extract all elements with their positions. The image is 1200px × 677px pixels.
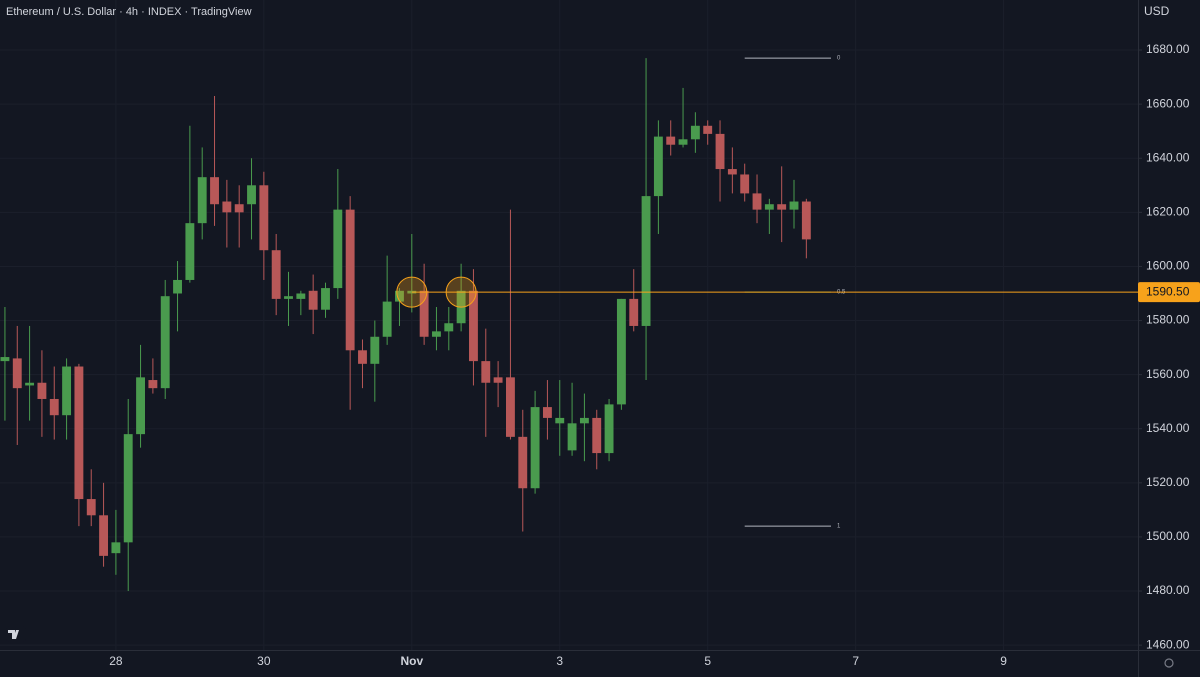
y-tick-label: 1620.00 xyxy=(1146,205,1190,219)
candle-body xyxy=(715,133,725,170)
candle-body xyxy=(259,185,269,251)
candle-body xyxy=(37,382,47,399)
marker xyxy=(445,276,477,308)
tv-logo xyxy=(6,626,26,642)
candle-body xyxy=(321,288,330,310)
candle-body xyxy=(604,404,614,454)
y-tick-label: 1560.00 xyxy=(1146,367,1190,381)
price-label-box xyxy=(1138,282,1200,303)
candle-body xyxy=(284,296,293,299)
plot xyxy=(0,58,811,592)
settings-icon[interactable] xyxy=(1164,658,1174,668)
y-tick-label: 1600.00 xyxy=(1146,259,1190,273)
candle-body xyxy=(567,423,577,451)
y-tick-label: 1680.00 xyxy=(1146,42,1190,56)
candle-body xyxy=(111,542,121,554)
chart-title: Ethereum / U.S. Dollar · 4h · INDEX · Tr… xyxy=(6,6,252,18)
candle-body xyxy=(99,515,109,556)
candle-body xyxy=(727,169,737,175)
candle-body xyxy=(740,174,750,194)
candle-body xyxy=(308,290,318,310)
candle-body xyxy=(210,177,219,205)
candle-body xyxy=(25,382,35,386)
candle-body xyxy=(678,139,688,145)
x-tick-label: 7 xyxy=(852,654,859,668)
candle-body xyxy=(247,185,256,205)
candle-body xyxy=(370,336,380,364)
candle-body xyxy=(703,125,713,134)
candle-body xyxy=(160,296,170,389)
candle-body xyxy=(690,125,700,140)
candle-body xyxy=(469,290,478,362)
marker xyxy=(396,276,428,308)
candle-body xyxy=(333,209,343,289)
fib-label: 1 xyxy=(837,524,841,530)
price-label: 1590.50 xyxy=(1146,284,1190,298)
candle-body xyxy=(579,417,589,424)
candle-body xyxy=(641,196,651,326)
candle-body xyxy=(542,407,552,418)
candle-body xyxy=(666,136,676,145)
y-tick-label: 1640.00 xyxy=(1146,150,1190,164)
x-tick-label: 5 xyxy=(704,654,711,668)
y-tick-label: 1500.00 xyxy=(1146,529,1190,543)
x-tick-label: 30 xyxy=(257,654,271,668)
fib-label: 0.5 xyxy=(837,290,846,296)
candle-body xyxy=(555,417,565,424)
candle-body xyxy=(518,436,528,489)
candle-body xyxy=(752,193,762,210)
candle-body xyxy=(395,290,404,302)
candle-body xyxy=(382,301,392,337)
candle-body xyxy=(296,293,306,299)
candle-body xyxy=(74,366,84,500)
candle-body xyxy=(136,377,145,435)
y-tick-label: 1540.00 xyxy=(1146,421,1190,435)
y-tick-label: 1460.00 xyxy=(1146,637,1190,651)
y-tick-label: 1660.00 xyxy=(1146,96,1190,110)
candle-body xyxy=(62,366,72,416)
fib-label: 0 xyxy=(837,56,841,62)
currency-label[interactable]: USD xyxy=(1144,4,1170,18)
candle-body xyxy=(345,209,355,351)
candle-body xyxy=(777,204,787,210)
candle-body xyxy=(148,380,158,389)
candle-body xyxy=(358,350,367,364)
candle-body xyxy=(222,201,232,213)
candle-body xyxy=(653,136,663,197)
candle-body xyxy=(493,377,503,383)
candle-body xyxy=(616,298,626,405)
x-tick-label: 9 xyxy=(1000,654,1007,668)
candle-body xyxy=(481,361,491,383)
candle-body xyxy=(432,331,441,337)
candle-body xyxy=(234,204,244,213)
candle-body xyxy=(0,357,10,362)
y-tick-label: 1480.00 xyxy=(1146,583,1190,597)
candle-body xyxy=(789,201,799,210)
x-tick-label: 28 xyxy=(109,654,123,668)
candle-body xyxy=(505,377,515,437)
candle-body xyxy=(86,499,96,516)
candle-body xyxy=(12,358,22,389)
candle-body xyxy=(49,398,59,416)
candle-body xyxy=(419,290,429,337)
x-tick-label: 3 xyxy=(556,654,563,668)
x-tick-label: Nov xyxy=(400,654,423,668)
candle-body xyxy=(764,204,774,210)
candle-body xyxy=(123,434,133,543)
candle-body xyxy=(801,201,811,240)
candle-body xyxy=(271,250,281,299)
candle-body xyxy=(530,407,540,489)
candle-body xyxy=(629,298,639,326)
candle-body xyxy=(444,323,454,332)
candle-body xyxy=(173,279,182,294)
y-tick-label: 1580.00 xyxy=(1146,313,1190,327)
y-tick-label: 1520.00 xyxy=(1146,475,1190,489)
candle-body xyxy=(592,417,602,454)
candle-body xyxy=(197,177,207,224)
candle-body xyxy=(185,223,195,280)
